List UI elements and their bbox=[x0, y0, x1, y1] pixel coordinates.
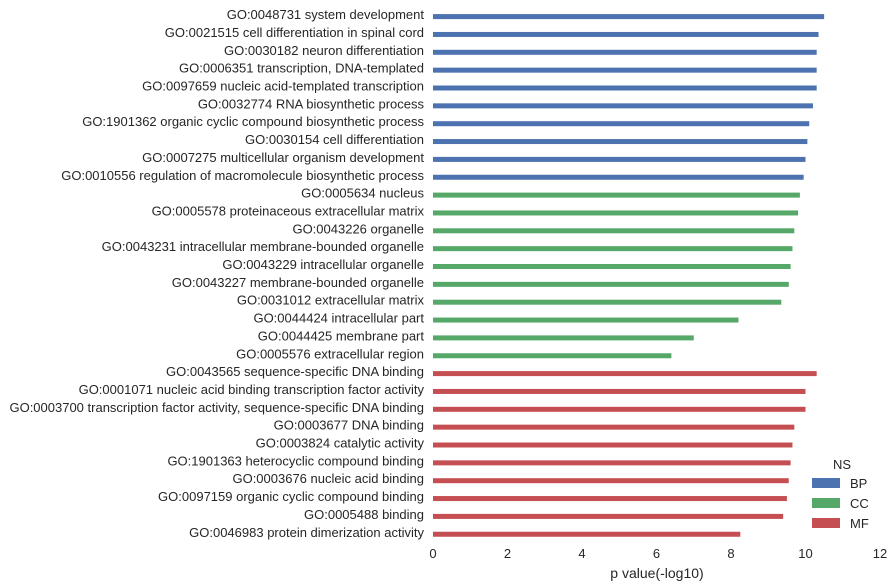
bar-bp bbox=[433, 67, 817, 73]
y-tick-label: GO:0043227 membrane-bounded organelle bbox=[172, 275, 424, 290]
bar-mf bbox=[433, 442, 793, 448]
bar-bp bbox=[433, 31, 819, 37]
y-tick-label: GO:0043226 organelle bbox=[292, 221, 424, 236]
y-tick-label: GO:0001071 nucleic acid binding transcri… bbox=[79, 382, 425, 397]
y-tick-label: GO:0043565 sequence-specific DNA binding bbox=[166, 364, 424, 379]
legend-swatch-cc bbox=[812, 498, 840, 508]
y-tick-label: GO:1901363 heterocyclic compound binding bbox=[167, 453, 424, 468]
legend-title: NS bbox=[833, 457, 851, 472]
y-tick-label: GO:0043229 intracellular organelle bbox=[222, 257, 424, 272]
bar-cc bbox=[433, 228, 795, 234]
x-tick-label: 8 bbox=[727, 546, 734, 561]
y-tick-label: GO:0007275 multicellular organism develo… bbox=[142, 150, 424, 165]
legend-swatch-bp bbox=[812, 478, 840, 488]
x-tick-label: 2 bbox=[504, 546, 511, 561]
y-tick-label: GO:0030182 neuron differentiation bbox=[224, 43, 424, 58]
y-tick-label: GO:0044425 membrane part bbox=[258, 328, 425, 343]
bar-mf bbox=[433, 424, 795, 430]
y-tick-label: GO:0021515 cell differentiation in spina… bbox=[165, 25, 424, 40]
x-axis-label: p value(-log10) bbox=[610, 565, 703, 581]
legend-label-cc: CC bbox=[850, 496, 869, 511]
y-tick-label: GO:0043231 intracellular membrane-bounde… bbox=[102, 239, 424, 254]
bar-cc bbox=[433, 246, 793, 252]
y-tick-label: GO:0031012 extracellular matrix bbox=[237, 293, 425, 308]
y-tick-label: GO:0030154 cell differentiation bbox=[245, 132, 424, 147]
bar-bp bbox=[433, 174, 804, 180]
x-tick-label: 10 bbox=[798, 546, 812, 561]
bar-bp bbox=[433, 156, 806, 162]
x-tick-label: 12 bbox=[873, 546, 887, 561]
y-tick-label: GO:0005488 binding bbox=[304, 507, 424, 522]
x-tick-label: 0 bbox=[429, 546, 436, 561]
y-tick-label: GO:1901362 organic cyclic compound biosy… bbox=[82, 114, 424, 129]
bar-cc bbox=[433, 210, 799, 216]
y-tick-label: GO:0046983 protein dimerization activity bbox=[189, 525, 424, 540]
bar-bp bbox=[433, 121, 810, 127]
legend-entries: BP CC MF bbox=[812, 476, 869, 531]
y-tick-label: GO:0003677 DNA binding bbox=[274, 418, 424, 433]
y-tick-label: GO:0097159 organic cyclic compound bindi… bbox=[158, 489, 424, 504]
bar-mf bbox=[433, 406, 806, 412]
bar-cc bbox=[433, 264, 791, 269]
x-tick-label: 6 bbox=[653, 546, 660, 561]
bar-cc bbox=[433, 353, 672, 359]
bar-mf bbox=[433, 371, 817, 377]
bar-mf bbox=[433, 513, 784, 519]
y-tick-label: GO:0006351 transcription, DNA-templated bbox=[179, 61, 424, 76]
bar-bp bbox=[433, 103, 813, 109]
y-tick-label: GO:0003700 transcription factor activity… bbox=[9, 400, 424, 415]
y-tick-label: GO:0032774 RNA biosynthetic process bbox=[198, 96, 425, 111]
y-tick-label: GO:0044424 intracellular part bbox=[253, 311, 424, 326]
y-tick-label: GO:0097659 nucleic acid-templated transc… bbox=[142, 79, 424, 94]
legend-swatch-mf bbox=[812, 518, 840, 528]
y-tick-label: GO:0005634 nucleus bbox=[301, 186, 424, 201]
bar-bp bbox=[433, 85, 817, 91]
y-tick-label: GO:0048731 system development bbox=[227, 7, 425, 22]
bar-cc bbox=[433, 281, 789, 287]
y-tick-label: GO:0005578 proteinaceous extracellular m… bbox=[152, 203, 425, 218]
bar-mf bbox=[433, 388, 806, 394]
bar-mf bbox=[433, 531, 741, 537]
y-tick-label: GO:0010556 regulation of macromolecule b… bbox=[61, 168, 424, 183]
y-axis-labels: GO:0048731 system development GO:0021515 … bbox=[9, 7, 424, 540]
legend-label-bp: BP bbox=[850, 476, 867, 491]
bars-layer bbox=[433, 14, 825, 537]
bar-cc bbox=[433, 299, 782, 305]
bar-bp bbox=[433, 14, 825, 20]
bar-cc bbox=[433, 317, 739, 323]
legend: NS BP CC MF bbox=[812, 457, 869, 531]
bar-bp bbox=[433, 49, 817, 55]
legend-label-mf: MF bbox=[850, 516, 869, 531]
x-tick-label: 4 bbox=[578, 546, 585, 561]
bar-mf bbox=[433, 496, 787, 502]
y-tick-label: GO:0003824 catalytic activity bbox=[256, 436, 425, 451]
bar-mf bbox=[433, 460, 791, 466]
bar-mf bbox=[433, 478, 789, 484]
bar-cc bbox=[433, 335, 694, 341]
bar-cc bbox=[433, 192, 800, 198]
y-tick-label: GO:0005576 extracellular region bbox=[236, 346, 424, 361]
y-tick-label: GO:0003676 nucleic acid binding bbox=[232, 471, 424, 486]
x-axis-ticks: 0 2 4 6 8 10 12 bbox=[429, 546, 887, 561]
bar-bp bbox=[433, 139, 808, 145]
